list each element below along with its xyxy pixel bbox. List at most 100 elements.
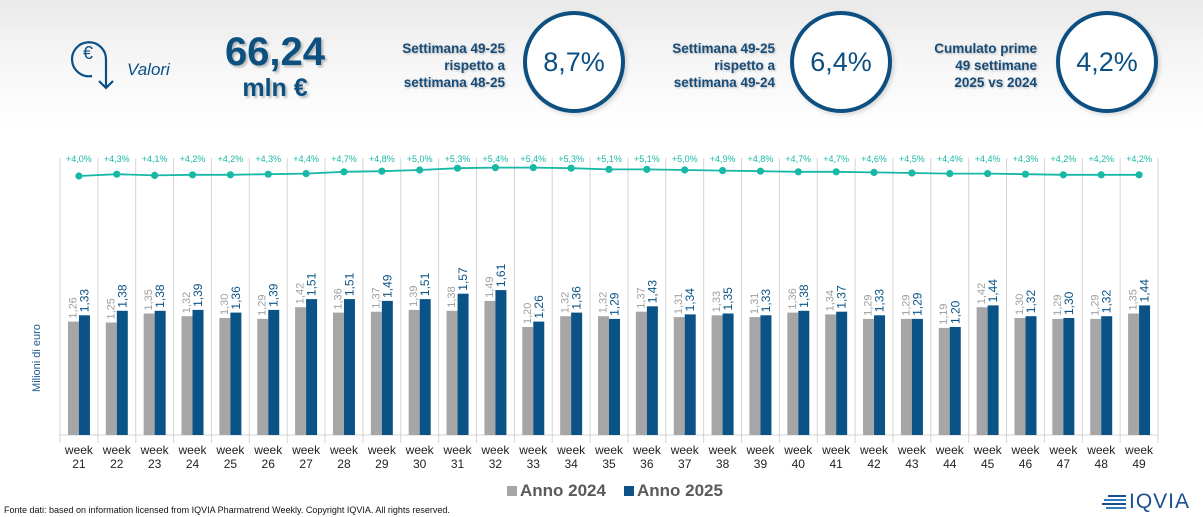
x-tick-label-week: week [670,443,700,457]
bar-2024-week-36 [635,311,647,435]
x-tick-label-number: 48 [1095,457,1109,471]
source-note: Fonte dati: based on information license… [4,505,450,515]
x-tick-label-week: week [745,443,775,457]
bar-2025-week-26 [268,309,280,435]
bar-2025-week-49 [1139,305,1151,435]
x-tick-label-number: 34 [564,457,578,471]
data-label-2025: 1,33 [873,289,887,313]
x-tick-label-week: week [1086,443,1116,457]
growth-point [529,164,537,172]
x-tick-label-week: week [178,443,208,457]
x-tick-label-week: week [140,443,170,457]
data-label-2025: 1,36 [229,286,243,310]
data-label-2024: 1,30 [1014,294,1026,315]
growth-point [75,172,83,180]
bar-2025-week-34 [571,312,583,435]
data-label-2024: 1,37 [370,287,382,308]
x-tick-label-week: week [973,443,1003,457]
x-tick-label-week: week [632,443,662,457]
x-tick-label-number: 23 [148,457,162,471]
growth-label: +4,7% [331,154,357,164]
bar-2025-week-47 [1063,318,1075,435]
bar-2025-week-33 [533,321,545,435]
iqvia-logo-text: IQVIA [1129,490,1191,513]
growth-label: +4,3% [1013,154,1039,164]
data-label-2024: 1,36 [787,288,799,309]
data-label-2024: 1,42 [976,283,988,304]
bar-2025-week-39 [760,315,772,435]
data-label-2025: 1,36 [570,286,584,310]
growth-point [605,165,613,173]
legend-swatch-2024 [507,486,517,496]
data-label-2024: 1,29 [1090,294,1102,315]
comparison-2-line-1: Settimana 49-25 [672,41,775,56]
bar-2025-week-44 [949,327,961,435]
comparison-3-value: 4,2% [1076,46,1138,77]
x-tick-label-number: 30 [413,457,427,471]
data-label-2025: 1,35 [721,287,735,311]
data-label-2024: 1,29 [257,294,269,315]
bar-2024-week-25 [219,318,231,435]
bar-2024-week-45 [976,307,988,435]
x-tick-label-number: 31 [451,457,465,471]
euro-coin-arrow-icon: € [70,41,114,90]
growth-point [264,170,272,178]
growth-point [226,171,234,179]
data-label-2024: 1,29 [900,294,912,315]
bar-2024-week-41 [825,314,837,435]
bar-2025-week-25 [230,312,242,435]
data-label-2024: 1,30 [219,294,231,315]
growth-point [1059,171,1067,179]
x-tick-label-week: week [291,443,321,457]
data-label-2025: 1,49 [380,274,394,298]
data-label-2025: 1,43 [645,280,659,304]
data-label-2024: 1,49 [484,276,496,297]
growth-label: +4,2% [180,154,206,164]
data-label-2025: 1,39 [191,283,205,307]
growth-point [756,167,765,175]
data-label-2024: 1,25 [105,298,117,319]
x-tick-label-number: 24 [186,457,200,471]
x-tick-label-number: 47 [1057,457,1071,471]
growth-label: +5,3% [558,154,584,164]
growth-label: +4,2% [217,154,243,164]
data-label-2024: 1,35 [143,289,155,310]
comparison-2-line-2: rispetto a [714,58,775,73]
bar-2025-week-24 [192,309,204,435]
x-tick-label-number: 43 [905,457,919,471]
growth-label: +5,1% [634,154,660,164]
bar-2025-week-29 [381,300,393,435]
legend-item-2024[interactable]: Anno 2024 [507,481,606,501]
growth-label: +4,6% [861,154,887,164]
growth-point [567,164,575,172]
bar-2024-week-24 [181,316,193,435]
bar-2024-week-21 [67,321,79,435]
bar-2024-week-43 [900,318,912,435]
bar-2024-week-33 [522,327,534,435]
x-tick-label-number: 46 [1019,457,1033,471]
legend-label-2024: Anno 2024 [520,481,606,500]
legend-item-2025[interactable]: Anno 2025 [623,481,723,501]
data-label-2024: 1,20 [522,303,534,324]
x-tick-label-number: 25 [224,457,238,471]
x-tick-label-number: 45 [981,457,995,471]
x-tick-label-number: 22 [110,457,124,471]
bar-2025-week-22 [116,310,128,435]
comparison-1-circle: 8,7% [523,11,625,113]
bar-2024-week-49 [1128,313,1140,435]
data-label-2024: 1,32 [598,292,610,313]
data-label-2025: 1,51 [418,272,432,296]
growth-label: +4,4% [975,154,1001,164]
x-tick-label-number: 26 [262,457,276,471]
bar-2024-week-39 [749,317,761,435]
data-label-2024: 1,32 [181,292,193,313]
growth-point [681,166,689,174]
x-tick-label-number: 32 [489,457,503,471]
x-tick-label-week: week [821,443,851,457]
bar-2024-week-22 [105,322,117,435]
data-label-2025: 1,61 [494,263,508,287]
bar-2024-week-35 [598,316,609,435]
x-tick-label-week: week [1048,443,1078,457]
legend-label-2025: Anno 2025 [636,481,723,500]
data-label-2025: 1,37 [835,285,849,309]
